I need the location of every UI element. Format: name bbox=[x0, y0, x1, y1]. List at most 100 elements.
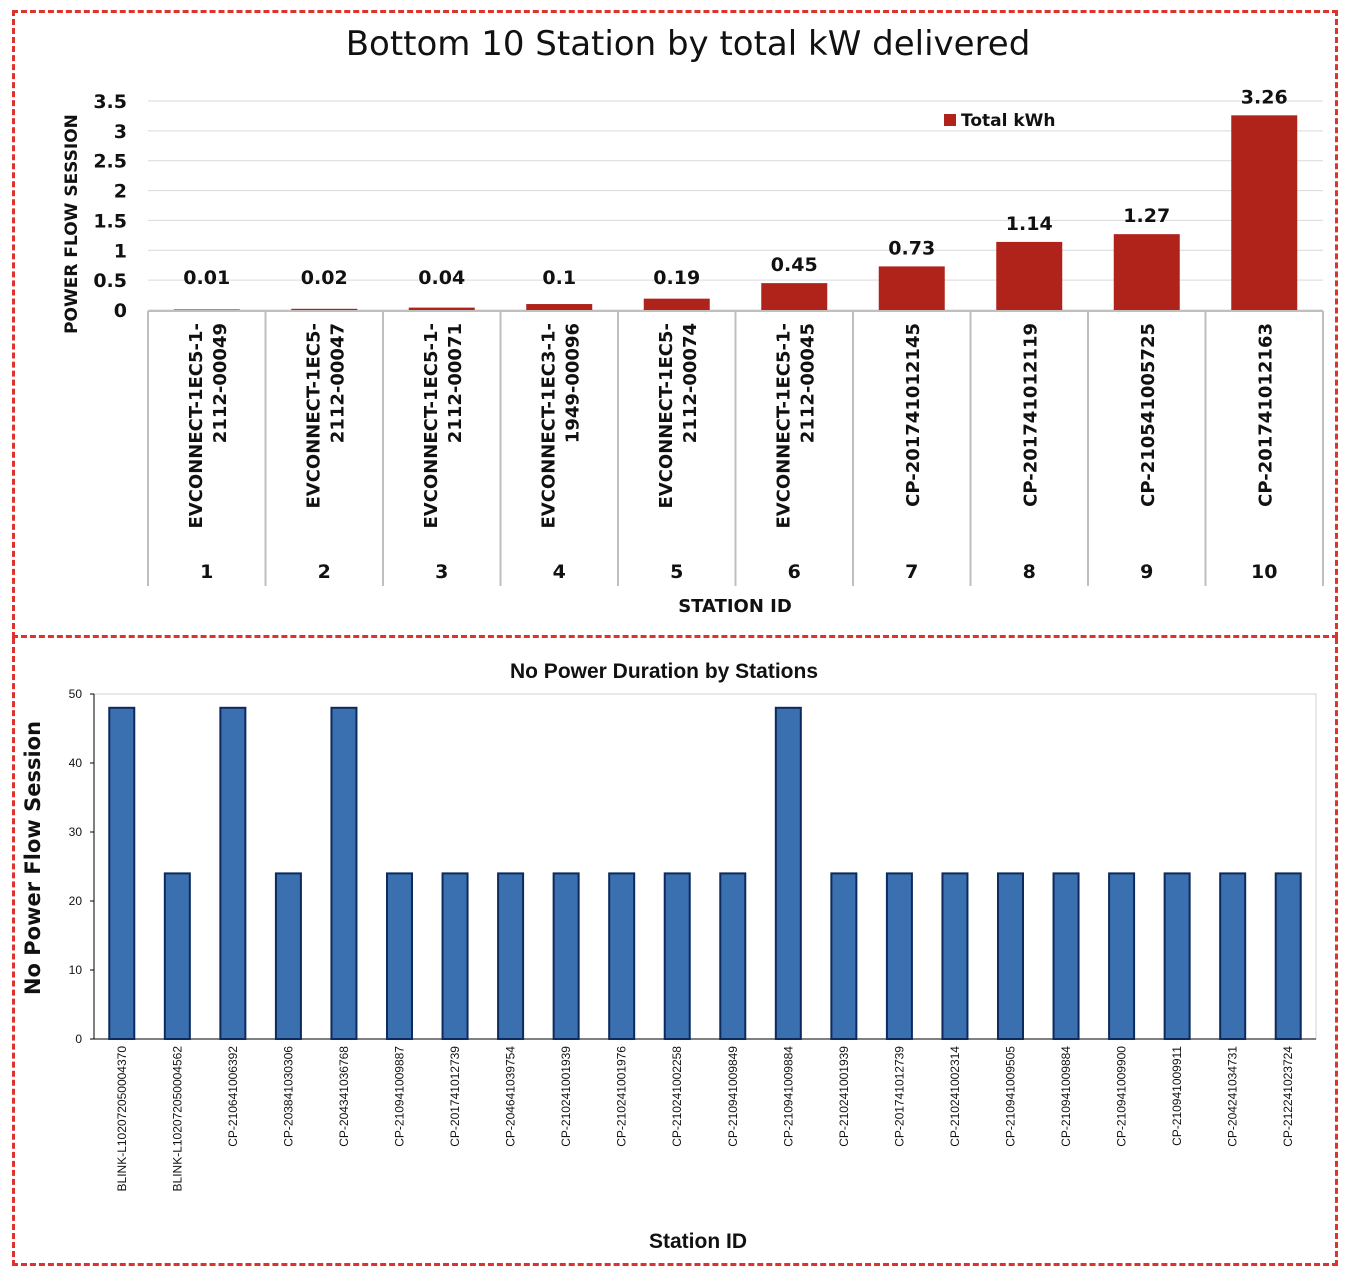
chart2-x-tick-label: CP-212241023724 bbox=[1281, 1046, 1295, 1147]
chart1-station-label: CP-210541005725 bbox=[1138, 323, 1159, 507]
chart1-station-label-group: CP-201741012145 bbox=[903, 323, 924, 507]
chart1-bar bbox=[878, 266, 945, 310]
chart2-bar bbox=[552, 872, 580, 1041]
chart2-x-tick-label: BLINK-L102072050004370 bbox=[115, 1046, 129, 1192]
chart2-x-tick-label: CP-204641039754 bbox=[504, 1046, 518, 1147]
chart1-y-ticks: 0 0.5 1 1.5 2 2.5 3 3.5 bbox=[93, 91, 127, 322]
chart1-data-label: 1.27 bbox=[1123, 205, 1170, 227]
chart2-x-tick-label: CP-210641006392 bbox=[226, 1046, 240, 1147]
chart2-bar bbox=[997, 872, 1024, 1041]
chart1-station-label-group: CP-201741012163 bbox=[1255, 323, 1276, 507]
chart1-station-label-group: EVCONNECT-1EC5- 2112-00074 bbox=[656, 323, 701, 509]
chart1-category-label: 7 bbox=[905, 561, 918, 583]
chart2-x-tick-label: CP-210941009900 bbox=[1115, 1046, 1129, 1147]
chart1-station-label: CP-201741012119 bbox=[1020, 323, 1041, 507]
chart2-x-tick-label: BLINK-L102072050004562 bbox=[170, 1046, 184, 1192]
chart2-y-ticks: 0 10 20 30 40 50 bbox=[69, 687, 94, 1046]
chart2-bar bbox=[608, 872, 636, 1041]
chart1-data-label: 0.01 bbox=[183, 267, 230, 289]
chart2-bar bbox=[330, 706, 358, 1040]
chart2-x-tick-label: CP-204341036768 bbox=[337, 1046, 351, 1147]
chart1-station-label-group: EVCONNECT-1EC5- 2112-00047 bbox=[303, 323, 348, 509]
chart1-y-axis-label: POWER FLOW SESSION bbox=[62, 114, 82, 334]
chart1-data-label: 0.04 bbox=[418, 267, 465, 289]
chart1-station-label: EVCONNECT-1EC5-1- bbox=[186, 323, 207, 529]
chart1-y-tick-label: 0.5 bbox=[93, 270, 127, 292]
chart1-data-label: 1.14 bbox=[1006, 213, 1053, 235]
chart1-category-label: 3 bbox=[435, 561, 448, 583]
chart1-data-label: 0.1 bbox=[542, 267, 576, 289]
chart1-category-label: 5 bbox=[670, 561, 683, 583]
chart1-station-label: 1949-00096 bbox=[562, 323, 583, 443]
chart2-title: No Power Duration by Stations bbox=[510, 660, 818, 683]
chart1-bar bbox=[643, 298, 710, 310]
chart1-station-label: 2112-00047 bbox=[327, 323, 348, 443]
chart1-bar bbox=[996, 241, 1063, 310]
bottom-10-stations-chart: Bottom 10 Station by total kW delivered … bbox=[62, 24, 1324, 617]
chart2-y-tick-label: 10 bbox=[69, 963, 83, 977]
chart1-bar bbox=[408, 307, 475, 310]
chart1-station-label-group: EVCONNECT-1EC5-1- 2112-00071 bbox=[421, 323, 466, 529]
chart1-legend-swatch bbox=[944, 114, 956, 126]
chart1-category-label: 10 bbox=[1251, 561, 1277, 583]
chart1-category-label: 1 bbox=[200, 561, 213, 583]
chart1-station-label-group: CP-201741012119 bbox=[1020, 323, 1041, 507]
chart2-bar bbox=[774, 706, 802, 1040]
chart2-x-tick-label: CP-204241034731 bbox=[1226, 1046, 1240, 1147]
chart2-x-axis-label: Station ID bbox=[649, 1230, 747, 1253]
chart2-x-tick-label: CP-210241002258 bbox=[670, 1046, 684, 1147]
chart1-legend: Total kWh bbox=[944, 111, 1056, 131]
chart1-y-tick-label: 0 bbox=[114, 300, 127, 322]
chart2-bars bbox=[108, 706, 1302, 1041]
chart1-x-axis-label: STATION ID bbox=[678, 596, 792, 617]
chart1-data-labels: 0.01 0.02 0.04 0.1 0.19 0.45 0.73 1.14 1.27 3.26 bbox=[183, 86, 1287, 289]
chart2-bar bbox=[1219, 872, 1247, 1041]
chart1-bar bbox=[761, 283, 828, 310]
chart2-y-axis-label: No Power Flow Session bbox=[21, 721, 45, 995]
chart1-station-label: EVCONNECT-1EC5-1- bbox=[421, 323, 442, 529]
chart1-legend-label: Total kWh bbox=[961, 111, 1056, 131]
chart1-data-label: 0.45 bbox=[771, 254, 818, 276]
chart2-x-tick-label: CP-201741012739 bbox=[892, 1046, 906, 1147]
chart2-bar bbox=[830, 872, 858, 1041]
chart2-bar bbox=[1163, 872, 1191, 1041]
chart1-y-tick-label: 2 bbox=[114, 181, 127, 203]
chart1-y-tick-label: 3 bbox=[114, 121, 127, 143]
chart2-bar bbox=[885, 872, 913, 1041]
chart1-station-label: EVCONNECT-1EC5- bbox=[303, 323, 324, 509]
chart1-station-label: EVCONNECT-1EC5-1- bbox=[773, 323, 794, 529]
chart2-x-tick-label: CP-210941009887 bbox=[393, 1046, 407, 1147]
chart2-bar bbox=[497, 872, 525, 1041]
chart2-x-tick-label: CP-210941009884 bbox=[1059, 1046, 1073, 1147]
chart2-x-tick-label: CP-210941009849 bbox=[726, 1046, 740, 1147]
chart2-x-tick-label: CP-210241002314 bbox=[948, 1046, 962, 1147]
chart1-station-label: 2112-00049 bbox=[210, 323, 231, 443]
chart1-category-table: EVCONNECT-1EC5-1- 2112-000491EVCONNECT-1E… bbox=[147, 310, 1324, 586]
chart1-y-tick-label: 1 bbox=[114, 240, 127, 262]
chart1-station-label: 2112-00074 bbox=[680, 323, 701, 443]
chart2-y-tick-label: 0 bbox=[75, 1032, 82, 1046]
chart2-bar bbox=[719, 872, 747, 1041]
chart1-category-label: 2 bbox=[318, 561, 331, 583]
chart1-bar bbox=[291, 308, 358, 310]
chart1-category-label: 4 bbox=[553, 561, 566, 583]
chart1-y-tick-label: 3.5 bbox=[93, 91, 127, 113]
chart1-bar bbox=[173, 309, 240, 310]
chart1-data-label: 3.26 bbox=[1241, 86, 1288, 108]
chart2-x-tick-label: CP-210941009505 bbox=[1004, 1046, 1018, 1147]
chart1-category-label: 6 bbox=[788, 561, 801, 583]
chart1-station-label: CP-201741012145 bbox=[903, 323, 924, 507]
chart2-y-tick-label: 30 bbox=[69, 825, 83, 839]
chart1-station-label: 2112-00071 bbox=[445, 323, 466, 443]
top-chart-panel bbox=[12, 10, 1338, 638]
chart1-station-label-group: EVCONNECT-1EC5-1- 2112-00045 bbox=[773, 323, 818, 529]
chart2-bar bbox=[941, 872, 969, 1041]
chart2-bar bbox=[1274, 872, 1302, 1041]
chart2-y-tick-label: 50 bbox=[69, 687, 83, 701]
chart2-bar bbox=[386, 872, 413, 1041]
chart1-data-label: 0.19 bbox=[653, 267, 700, 289]
chart1-bar bbox=[526, 304, 593, 310]
chart2-x-tick-label: CP-210941009911 bbox=[1170, 1046, 1184, 1146]
chart2-x-tick-label: CP-210941009884 bbox=[781, 1046, 795, 1147]
chart1-y-tick-label: 1.5 bbox=[93, 210, 127, 232]
